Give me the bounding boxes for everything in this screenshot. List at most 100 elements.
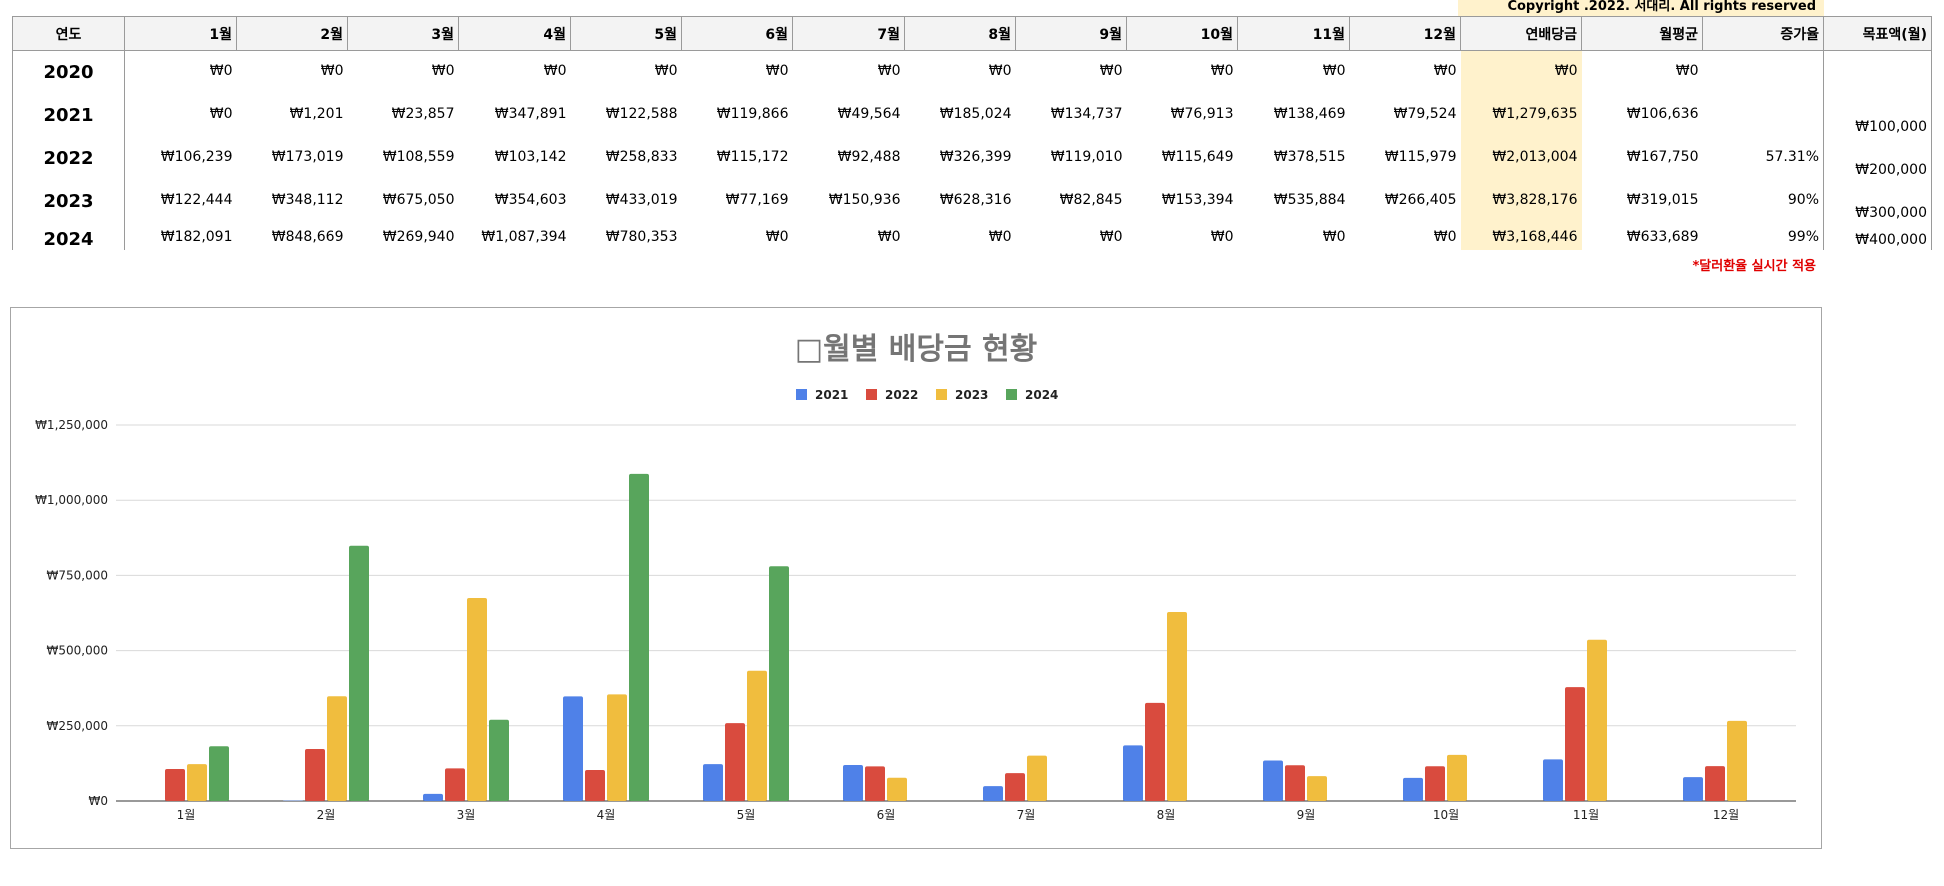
legend-label: 2021 [815,388,848,402]
dividend-table: 연도 1월 2월 3월 4월 5월 6월 7월 8월 9월 10월 11월 12월 연배당금 월평균 증가율 목… [12,16,1932,250]
bar [747,670,767,801]
month-cell: ₩0 [1322,228,1346,245]
monthly-dividend-chart: □월별 배당금 현황 2021 2022 2023 2024 ₩0 ₩250,000 ₩500… [35,332,1796,822]
bar [585,769,605,801]
x-tick-label: 1월 [177,808,196,822]
month-cell: ₩182,091 [160,228,233,245]
column-header: 8월 [904,16,1016,51]
month-cell: ₩0 [988,228,1012,245]
growth-rate-cell [1702,93,1824,137]
column-header: 월평균 [1581,16,1703,51]
annual-total-cell: ₩3,168,446 [1460,222,1582,250]
y-tick-label: ₩1,250,000 [35,418,108,432]
month-cell: ₩0 [877,63,901,79]
monthly-average-cell: ₩633,689 [1626,228,1699,245]
legend-label: 2022 [885,388,918,402]
monthly-average-cell: ₩106,636 [1626,105,1699,122]
bar [703,764,723,801]
month-cell: ₩354,603 [494,191,567,208]
bar [305,748,325,801]
y-tick-label: ₩1,000,000 [35,493,108,507]
column-header: 연도 [12,16,125,51]
month-cell: ₩0 [765,63,789,79]
x-tick-label: 7월 [1017,808,1036,822]
table-row: 2020 ₩0 ₩0 ₩0 ₩0 ₩0 ₩0 ₩0 ₩0 ₩0 ₩0 ₩0 ₩0 ₩0 ₩0 [12,50,1932,94]
annual-total-cell: ₩3,828,176 [1460,179,1582,223]
month-cell: ₩0 [1099,228,1123,245]
annual-total-cell: ₩0 [1460,50,1582,94]
month-cell: ₩119,866 [716,105,789,122]
y-tick-label: ₩750,000 [47,568,109,582]
copyright-notice: Copyright .2022. 서대리. All rights reserve… [1458,0,1824,16]
month-cell: ₩82,845 [1059,191,1123,208]
bar [489,719,509,801]
growth-rate-cell: 90% [1702,179,1824,223]
x-tick-label: 9월 [1297,808,1316,822]
legend-swatch [936,389,947,400]
y-tick-label: ₩0 [89,794,109,808]
column-header: 연배당금 [1460,16,1582,51]
chart-title: □월별 배당금 현황 [795,332,1037,367]
bar [1705,766,1725,801]
month-cell: ₩326,399 [939,148,1012,165]
month-cell: ₩119,010 [1050,148,1123,165]
bar [1167,612,1187,801]
monthly-average-cell: ₩319,015 [1626,191,1699,208]
month-cell: ₩115,979 [1384,148,1457,165]
bar [445,768,465,801]
year-cell: 2020 [12,50,125,94]
month-cell: ₩433,019 [605,191,678,208]
month-cell: ₩0 [209,105,233,122]
bar [1123,745,1143,801]
x-tick-label: 10월 [1433,808,1459,822]
x-tick-label: 2월 [317,808,336,822]
year-cell: 2024 [12,222,125,250]
month-cell: ₩0 [1099,63,1123,79]
bar [1263,760,1283,801]
month-cell: ₩0 [431,63,455,79]
month-cell: ₩1,201 [289,105,344,122]
month-cell: ₩92,488 [837,148,901,165]
x-tick-label: 3월 [457,808,476,822]
bar [1005,773,1025,801]
bar [1425,766,1445,801]
month-cell: ₩122,444 [160,191,233,208]
month-cell: ₩103,142 [494,148,567,165]
month-cell: ₩0 [543,63,567,79]
month-cell: ₩77,169 [725,191,789,208]
bar [629,473,649,801]
x-tick-label: 6월 [877,808,896,822]
month-cell: ₩348,112 [271,191,344,208]
column-header: 9월 [1015,16,1127,51]
month-cell: ₩150,936 [828,191,901,208]
bar [563,696,583,801]
bar [1145,702,1165,801]
legend-label: 2024 [1025,388,1058,402]
bar [887,777,907,801]
bar [1587,639,1607,801]
chart-frame: □월별 배당금 현황 2021 2022 2023 2024 ₩0 ₩250,000 ₩500… [10,307,1822,849]
column-header: 7월 [792,16,905,51]
month-cell: ₩79,524 [1393,105,1457,122]
target-cell: ₩200,000 [1823,136,1932,180]
legend-swatch [796,389,807,400]
y-tick-label: ₩500,000 [47,644,109,658]
bar [1403,777,1423,801]
bar [1727,720,1747,801]
month-cell: ₩0 [654,63,678,79]
month-cell: ₩848,669 [271,228,344,245]
table-row: 2021 ₩0 ₩1,201 ₩23,857 ₩347,891 ₩122,588 ₩119,… [12,93,1932,137]
bar [165,769,185,801]
month-cell: ₩106,239 [160,148,233,165]
column-header: 12월 [1349,16,1461,51]
bar [423,793,443,801]
month-cell: ₩675,050 [382,191,455,208]
column-header: 증가율 [1702,16,1824,51]
bar [209,746,229,801]
table-header-row: 연도 1월 2월 3월 4월 5월 6월 7월 8월 9월 10월 11월 12월 연배당금 월평균 증가율 목… [12,16,1932,51]
annual-total-cell: ₩2,013,004 [1460,136,1582,180]
target-cell: ₩400,000 [1823,222,1932,250]
table-row: 2022 ₩106,239 ₩173,019 ₩108,559 ₩103,142 ₩258… [12,136,1932,180]
bar [725,723,745,801]
column-header: 3월 [347,16,459,51]
